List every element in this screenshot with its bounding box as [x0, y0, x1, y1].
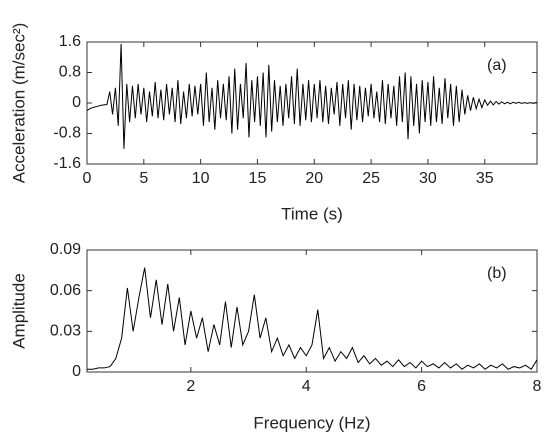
subplot: -1.6 -0.8 0 0.8 1.6 0 5 10 15 20 25 30 35 Time (s) Acc…: [9, 23, 538, 223]
data-line: [87, 43, 537, 149]
x-tick-label: 30: [419, 170, 437, 187]
y-tick-label: 0.03: [50, 323, 81, 340]
y-axis-label: Acceleration (m/sec²): [9, 23, 28, 184]
x-axis-label: Time (s): [281, 204, 343, 223]
y-tick-label: -1.6: [53, 155, 81, 172]
annotation: (b): [487, 265, 507, 282]
x-axis-label: Frequency (Hz): [253, 413, 370, 432]
x-tick-label: 2: [186, 378, 195, 395]
x-tick-label: 25: [362, 170, 380, 187]
annotation: (a): [487, 57, 507, 74]
x-tick-label: 5: [139, 170, 148, 187]
y-tick-label: 0.06: [50, 282, 81, 299]
y-tick-label: 0: [72, 363, 81, 380]
axes-box: [86, 249, 538, 373]
data-line: [87, 267, 537, 371]
x-tick-label: 6: [417, 378, 426, 395]
y-tick-label: 1.6: [59, 33, 81, 50]
x-tick-label: 4: [302, 378, 311, 395]
y-tick-label: 0.09: [50, 241, 81, 258]
x-tick-label: 10: [192, 170, 210, 187]
x-tick-label: 8: [533, 378, 542, 395]
x-tick-label: 15: [249, 170, 267, 187]
y-tick-label: 0: [72, 94, 81, 111]
x-tick-label: 0: [83, 170, 92, 187]
y-tick-label: 0.8: [59, 64, 81, 81]
subplot: 0 0.03 0.06 0.09 2 4 6 8 Frequency (Hz) Amplitude…: [9, 241, 541, 432]
y-tick-label: -0.8: [53, 125, 81, 142]
x-tick-label: 20: [305, 170, 323, 187]
x-tick-label: 35: [476, 170, 494, 187]
y-axis-label: Amplitude: [9, 273, 28, 349]
